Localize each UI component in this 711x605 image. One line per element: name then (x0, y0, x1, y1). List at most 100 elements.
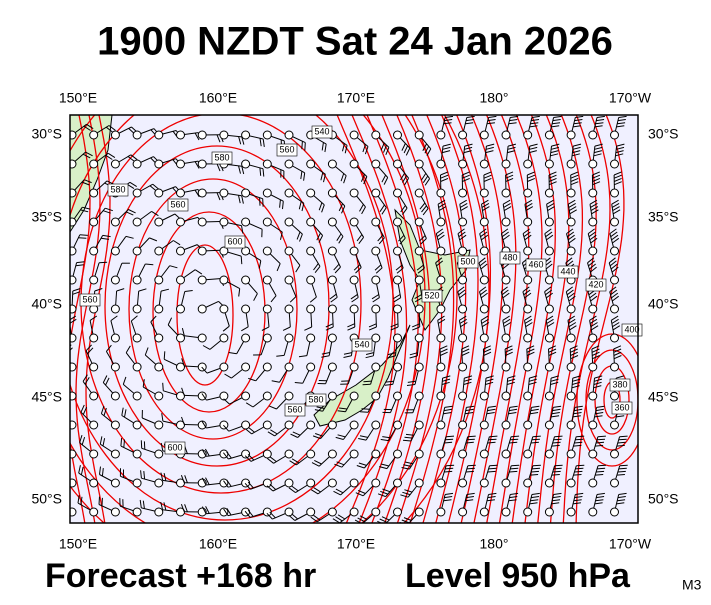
station (155, 189, 163, 197)
station (415, 479, 423, 487)
station (524, 305, 532, 313)
station (394, 131, 402, 139)
station (437, 247, 445, 255)
station (177, 305, 185, 313)
forecast-label: Forecast +168 hr (45, 557, 316, 595)
latitude-label: 45°S (648, 389, 679, 405)
contour-label: 540 (314, 126, 329, 136)
station (437, 218, 445, 226)
barb-feather (99, 262, 107, 263)
station (394, 479, 402, 487)
station (415, 363, 423, 371)
barb-feather (63, 374, 68, 380)
station (459, 392, 467, 400)
station (350, 479, 358, 487)
station (372, 392, 380, 400)
barb-feather (468, 436, 476, 437)
station (459, 421, 467, 429)
station (68, 160, 76, 168)
contour-label: 420 (588, 279, 603, 289)
station (611, 363, 619, 371)
station (307, 479, 315, 487)
station (415, 160, 423, 168)
station (90, 334, 98, 342)
station (437, 363, 445, 371)
station (502, 421, 510, 429)
station (437, 392, 445, 400)
station (372, 276, 380, 284)
station (90, 160, 98, 168)
latitude-label: 35°S (648, 209, 679, 225)
station (285, 450, 293, 458)
station (545, 247, 553, 255)
barb-feather (573, 445, 581, 446)
station (567, 450, 575, 458)
station (263, 131, 271, 139)
station (545, 508, 553, 516)
station (133, 189, 141, 197)
station (567, 247, 575, 255)
station (263, 305, 271, 313)
barb-feather (533, 436, 541, 437)
station (589, 334, 597, 342)
model-label: M3 (682, 577, 702, 593)
station (263, 189, 271, 197)
station (307, 189, 315, 197)
station (350, 131, 358, 139)
station (524, 334, 532, 342)
barb-feather (617, 445, 625, 446)
barb-feather (466, 471, 474, 472)
station (459, 363, 467, 371)
barb-feather (552, 445, 560, 446)
station (480, 334, 488, 342)
station (480, 479, 488, 487)
station (480, 276, 488, 284)
barb-feather (532, 468, 540, 469)
station (589, 218, 597, 226)
station (589, 305, 597, 313)
station (502, 276, 510, 284)
contour-label: 600 (227, 236, 242, 246)
station (524, 276, 532, 284)
station (480, 160, 488, 168)
station (567, 305, 575, 313)
station (524, 479, 532, 487)
station (611, 131, 619, 139)
barb-feather (444, 471, 452, 472)
station (350, 305, 358, 313)
station (285, 276, 293, 284)
barb-feather (58, 464, 60, 472)
station (611, 160, 619, 168)
station (263, 218, 271, 226)
station (220, 189, 228, 197)
station (611, 305, 619, 313)
station (68, 247, 76, 255)
barb-feather (305, 143, 306, 151)
station (263, 247, 271, 255)
station (198, 276, 206, 284)
station (372, 508, 380, 516)
station (437, 276, 445, 284)
barb-feather (553, 471, 561, 472)
contour-label: 580 (214, 152, 229, 162)
station (111, 334, 119, 342)
station (263, 363, 271, 371)
station (502, 218, 510, 226)
station (328, 189, 336, 197)
barb-feather (364, 381, 372, 382)
station (611, 508, 619, 516)
station (545, 189, 553, 197)
barb-feather (99, 497, 100, 505)
station (133, 508, 141, 516)
station (480, 421, 488, 429)
station (263, 392, 271, 400)
station (90, 363, 98, 371)
station (198, 189, 206, 197)
station (502, 160, 510, 168)
station (328, 508, 336, 516)
longitude-label: 170°W (609, 536, 652, 552)
station (459, 247, 467, 255)
contour-label: 380 (612, 379, 627, 389)
station (394, 305, 402, 313)
station (567, 508, 575, 516)
